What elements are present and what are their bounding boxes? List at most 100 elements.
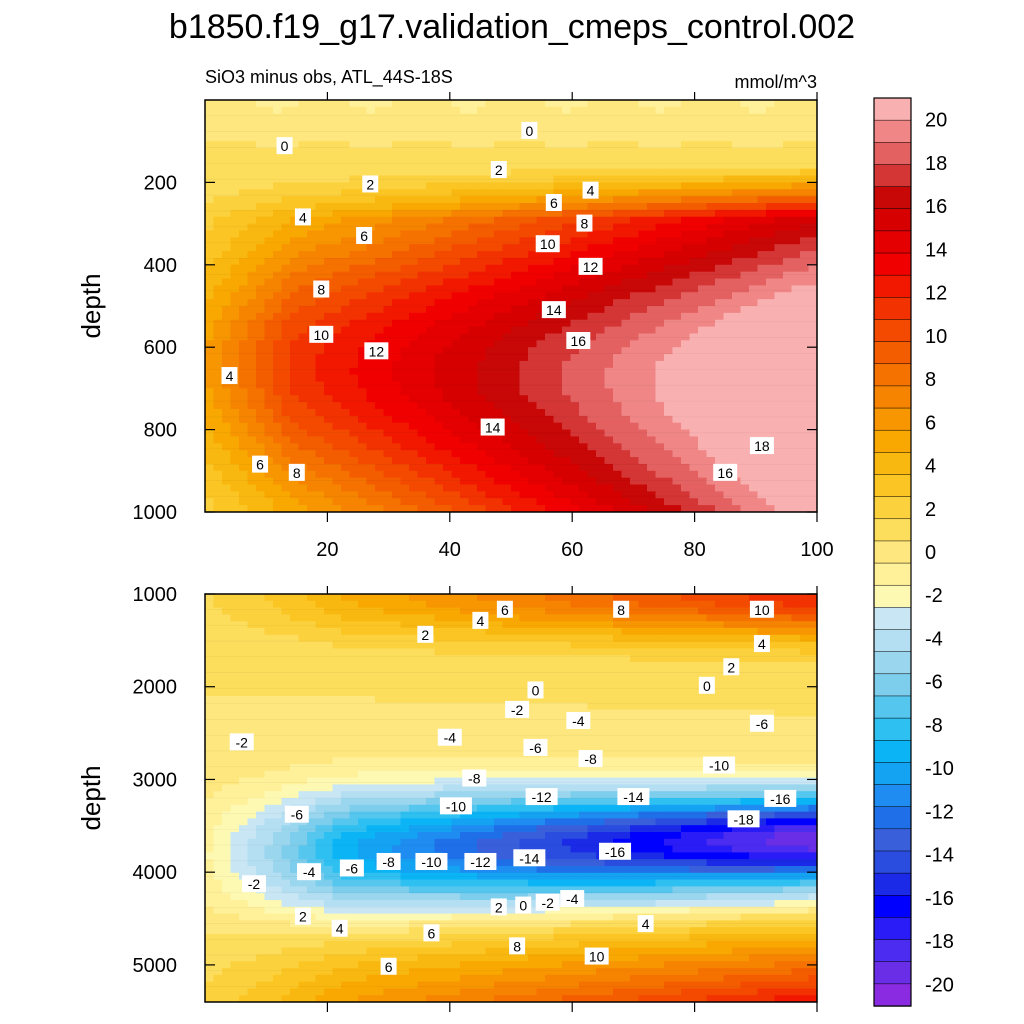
- field-cell: [443, 209, 453, 218]
- field-cell: [715, 154, 725, 163]
- field-cell: [239, 505, 249, 512]
- field-cell: [205, 127, 215, 135]
- field-cell: [783, 491, 793, 499]
- field-cell: [298, 634, 308, 643]
- contour-label: 18: [749, 437, 774, 455]
- field-cell: [740, 360, 750, 369]
- field-cell: [613, 484, 623, 492]
- field-cell: [222, 415, 232, 424]
- field-cell: [587, 415, 597, 424]
- field-cell: [698, 154, 708, 163]
- field-cell: [553, 319, 563, 328]
- field-cell: [341, 607, 351, 615]
- field-cell: [392, 120, 402, 129]
- field-cell: [791, 340, 801, 348]
- field-cell: [579, 354, 589, 362]
- field-cell: [766, 409, 776, 417]
- field-cell: [392, 134, 402, 142]
- field-cell: [596, 127, 606, 135]
- field-cell: [409, 319, 419, 328]
- field-cell: [604, 470, 614, 479]
- field-cell: [511, 429, 521, 438]
- field-cell: [349, 443, 359, 451]
- field-cell: [587, 477, 597, 486]
- field-cell: [757, 388, 767, 396]
- field-cell: [528, 326, 538, 335]
- field-cell: [230, 285, 240, 293]
- field-cell: [485, 505, 495, 512]
- field-cell: [315, 634, 325, 643]
- contour-label: 4: [582, 181, 599, 199]
- field-cell: [239, 271, 249, 280]
- field-cell: [621, 347, 631, 355]
- field-cell: [409, 223, 419, 232]
- field-cell: [332, 223, 342, 232]
- field-cell: [740, 216, 750, 225]
- field-cell: [732, 237, 742, 245]
- field-cell: [426, 381, 436, 389]
- field-cell: [587, 443, 597, 451]
- field-cell: [536, 196, 546, 204]
- field-cell: [638, 326, 648, 335]
- field-cell: [451, 209, 461, 218]
- field-cell: [630, 607, 640, 615]
- field-cell: [749, 333, 759, 341]
- field-cell: [392, 634, 402, 643]
- field-cell: [451, 299, 461, 307]
- field-cell: [443, 120, 453, 129]
- field-cell: [757, 120, 767, 129]
- field-cell: [307, 264, 317, 273]
- field-cell: [519, 628, 529, 636]
- field-cell: [502, 182, 512, 190]
- field-cell: [239, 621, 249, 629]
- field-cell: [723, 196, 733, 204]
- field-cell: [230, 319, 240, 328]
- field-cell: [698, 395, 708, 403]
- field-cell: [239, 264, 249, 273]
- field-cell: [273, 463, 283, 472]
- field-cell: [468, 168, 478, 177]
- field-cell: [213, 257, 223, 266]
- field-cell: [681, 505, 691, 512]
- field-cell: [298, 594, 308, 602]
- field-cell: [528, 285, 538, 293]
- field-cell: [655, 257, 665, 266]
- field-cell: [468, 340, 478, 348]
- field-cell: [511, 306, 521, 314]
- field-cell: [239, 257, 249, 266]
- field-cell: [366, 621, 376, 629]
- field-cell: [655, 292, 665, 300]
- field-cell: [341, 436, 351, 444]
- field-cell: [638, 450, 648, 458]
- field-cell: [553, 388, 563, 396]
- field-cell: [205, 367, 215, 376]
- field-cell: [256, 319, 266, 328]
- field-cell: [205, 216, 215, 225]
- field-cell: [341, 634, 351, 643]
- field-cell: [621, 106, 631, 115]
- field-cell: [222, 381, 232, 389]
- field-cell: [290, 354, 300, 362]
- field-cell: [341, 641, 351, 649]
- field-cell: [732, 443, 742, 451]
- field-cell: [672, 113, 682, 122]
- field-cell: [766, 463, 776, 472]
- field-cell: [315, 141, 325, 149]
- field-cell: [647, 285, 657, 293]
- field-cell: [426, 409, 436, 417]
- field-cell: [477, 477, 487, 486]
- field-cell: [298, 484, 308, 492]
- field-cell: [579, 278, 589, 286]
- field-cell: [485, 634, 495, 643]
- field-cell: [545, 189, 555, 197]
- field-cell: [494, 436, 504, 444]
- field-cell: [273, 409, 283, 417]
- field-cell: [800, 120, 810, 129]
- field-cell: [264, 621, 274, 629]
- field-cell: [783, 600, 793, 609]
- field-cell: [545, 436, 555, 444]
- field-cell: [417, 106, 427, 115]
- field-cell: [774, 621, 784, 629]
- field-cell: [579, 148, 589, 156]
- field-cell: [698, 230, 708, 238]
